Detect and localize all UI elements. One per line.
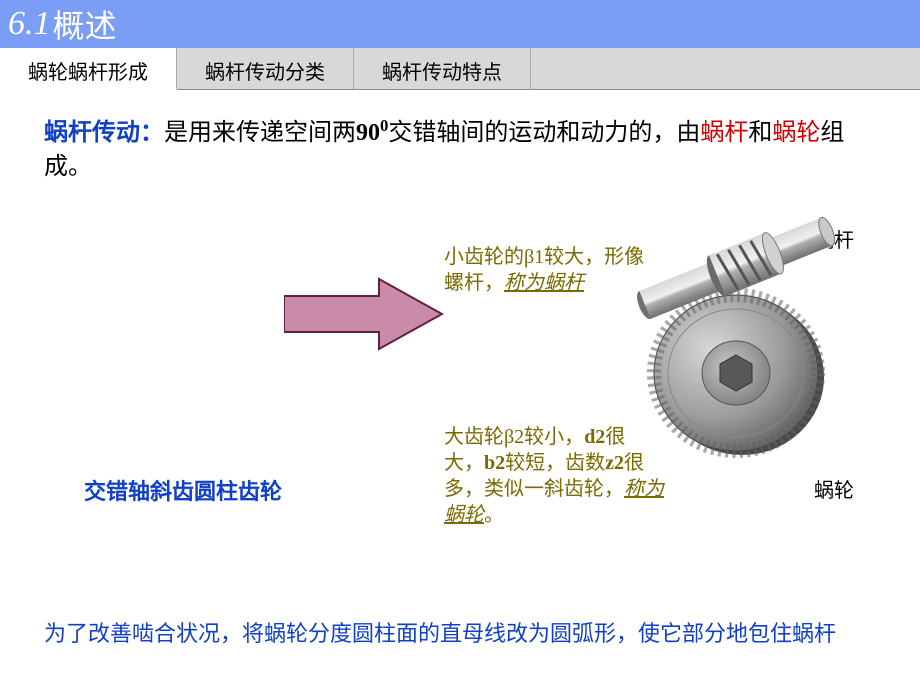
intro-text: 蜗杆传动：是用来传递空间两900交错轴间的运动和动力的，由蜗杆和蜗轮组成。 (44, 114, 884, 184)
slide-content: 蜗杆传动：是用来传递空间两900交错轴间的运动和动力的，由蜗杆和蜗轮组成。 小齿… (0, 90, 920, 544)
arrow-icon (284, 274, 444, 354)
cross-axis-label: 交错轴斜齿圆柱齿轮 (84, 474, 282, 506)
tab-label: 蜗杆传动分类 (205, 62, 325, 84)
worm-gear-illustration (624, 199, 844, 479)
wheel-term: 蜗轮 (772, 120, 820, 146)
section-title: 概述 (53, 1, 117, 47)
section-number: 6.1 (8, 5, 51, 43)
tab-label: 蜗轮蜗杆形成 (28, 62, 148, 84)
tab-bar: 蜗轮蜗杆形成 蜗杆传动分类 蜗杆传动特点 (0, 48, 920, 90)
slide-header: 6.1 概述 (0, 0, 920, 48)
worm-term: 蜗杆 (700, 120, 748, 146)
tab-label: 蜗杆传动特点 (382, 62, 502, 84)
diagram-area: 小齿轮的β1较大，形像螺杆，称为蜗杆 大齿轮β2较小，d2很大，b2较短，齿数z… (44, 204, 884, 544)
worm-description: 小齿轮的β1较大，形像螺杆，称为蜗杆 (444, 244, 654, 296)
footer-note: 为了改善啮合状况，将蜗轮分度圆柱面的直母线改为圆弧形，使它部分地包住蜗杆 (44, 619, 880, 650)
tab-features[interactable]: 蜗杆传动特点 (354, 48, 531, 89)
tab-classification[interactable]: 蜗杆传动分类 (177, 48, 354, 89)
term: 蜗杆传动： (44, 120, 164, 146)
tab-formation[interactable]: 蜗轮蜗杆形成 (0, 48, 177, 90)
